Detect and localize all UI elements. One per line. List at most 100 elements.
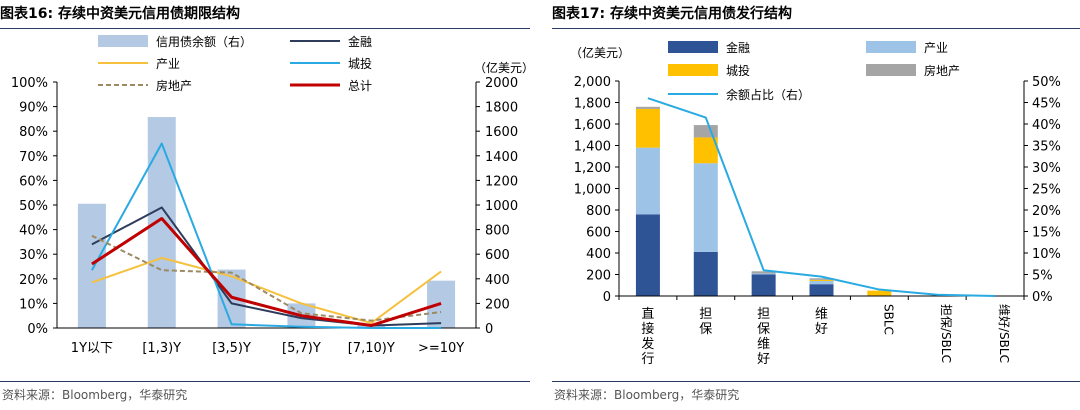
x-tick-label: >=10Y xyxy=(418,341,464,356)
right-y-tick-label: 10% xyxy=(1032,247,1061,262)
left-y-tick-label: 10% xyxy=(19,297,48,312)
stack-stack_industry xyxy=(635,147,660,215)
stack-stack_industry xyxy=(693,163,718,252)
x-tick-label: 担保/SBLC xyxy=(939,304,953,363)
left-y-tick-label: 0% xyxy=(27,322,48,337)
left-y-tick-label: 50% xyxy=(19,199,48,214)
stack-stack_realestate xyxy=(693,125,718,138)
legend-label: 金融 xyxy=(348,34,372,49)
left-y-tick-label: 0 xyxy=(603,290,611,305)
stack-stack_industry xyxy=(751,273,776,275)
left-y-tick-label: 800 xyxy=(586,204,611,219)
left-y-tick-label: 2,000 xyxy=(574,75,611,90)
figure-17-title: 图表17: 存续中资美元信用债发行结构 xyxy=(552,6,792,22)
x-tick-label: [7,10)Y xyxy=(348,341,395,356)
line-industry xyxy=(91,256,442,325)
x-tick-label: [5,7)Y xyxy=(282,341,321,356)
share-line xyxy=(647,97,996,297)
legend-label: 信用债余额（右） xyxy=(156,34,252,49)
stack-stack_finance xyxy=(693,251,718,296)
legend-swatch xyxy=(866,64,916,76)
stack-stack_finance xyxy=(635,214,660,296)
right-y-tick-label: 0 xyxy=(485,322,493,337)
right-y-tick-label: 50% xyxy=(1032,75,1061,90)
left-y-tick-label: 20% xyxy=(19,273,48,288)
left-y-tick-label: 1,600 xyxy=(574,118,611,133)
right-y-tick-label: 600 xyxy=(485,248,510,263)
title-rule xyxy=(552,0,1080,29)
legend-label: 余额占比（右） xyxy=(726,87,810,102)
source-note: 资料来源：Bloomberg，华泰研究 xyxy=(554,388,740,402)
right-y-tick-label: 20% xyxy=(1032,204,1061,219)
right-y-tick-label: 5% xyxy=(1032,269,1053,284)
right-y-tick-label: 45% xyxy=(1032,97,1061,112)
issuance-structure-chart: 0 200 400 600 800 1,000 1,200 1,400 1,600 1,800 2,… xyxy=(570,40,1061,367)
x-tick-label: 1Y以下 xyxy=(71,341,113,356)
source-rule xyxy=(552,381,1080,382)
x-tick-label: 维好 xyxy=(815,307,828,337)
legend-label: 总计 xyxy=(348,79,372,93)
x-tick-label: [1,3)Y xyxy=(142,341,181,356)
right-y-tick-label: 2000 xyxy=(485,76,518,91)
left-y-tick-label: 1,800 xyxy=(574,97,611,112)
x-tick-label: 维好/SBLC xyxy=(997,304,1011,363)
right-y-tick-label: 1400 xyxy=(485,150,518,165)
legend-label: 产业 xyxy=(924,41,948,55)
balance-bar xyxy=(77,203,106,328)
legend-label: 金融 xyxy=(726,40,750,55)
right-y-tick-label: 800 xyxy=(485,224,510,239)
stack-stack_realestate xyxy=(809,278,834,280)
line-finance xyxy=(91,206,442,327)
right-y-tick-label: 1800 xyxy=(485,101,518,116)
stack-stack_realestate xyxy=(635,106,660,109)
right-y-tick-label: 1600 xyxy=(485,125,518,140)
legend-swatch xyxy=(866,41,916,53)
right-y-tick-label: 1200 xyxy=(485,174,518,189)
left-panel: 图表16: 存续中资美元信用债期限结构 0% 10% 20% 30% 40% 50% 60%… xyxy=(0,0,530,410)
right-y-tick-label: 0% xyxy=(1032,290,1053,305)
left-axis-unit: （亿美元） xyxy=(570,45,630,60)
legend-swatch xyxy=(98,35,148,47)
left-y-tick-label: 1,400 xyxy=(574,140,611,155)
title-rule xyxy=(0,0,530,29)
stack-stack_chengtou xyxy=(809,279,834,281)
maturity-structure-chart: 0% 10% 20% 30% 40% 50% 60% 70% 80% 90% 100% 0 200 400… xyxy=(11,34,530,356)
x-tick-label: SBLC xyxy=(881,304,895,335)
left-y-tick-label: 70% xyxy=(19,150,48,165)
right-panel: 图表17: 存续中资美元信用债发行结构 0 200 400 600 800 1,000 1,… xyxy=(552,0,1080,410)
right-y-tick-label: 15% xyxy=(1032,226,1061,241)
source-note: 资料来源：Bloomberg，华泰研究 xyxy=(2,388,188,402)
legend-label: 产业 xyxy=(156,57,180,71)
right-y-tick-label: 400 xyxy=(485,273,510,288)
source-rule xyxy=(0,381,530,382)
x-tick-label: 担保维好 xyxy=(757,307,770,367)
stack-stack_chengtou xyxy=(693,137,718,164)
left-y-tick-label: 400 xyxy=(586,247,611,262)
legend-label: 房地产 xyxy=(156,78,192,93)
legend-swatch xyxy=(668,64,718,76)
right-y-tick-label: 1000 xyxy=(485,199,518,214)
legend-label: 房地产 xyxy=(924,63,960,78)
figure-16-title: 图表16: 存续中资美元信用债期限结构 xyxy=(0,6,240,22)
right-y-tick-label: 30% xyxy=(1032,161,1061,176)
right-y-tick-label: 200 xyxy=(485,297,510,312)
left-y-tick-label: 200 xyxy=(586,269,611,284)
line-chengtou xyxy=(91,142,442,329)
left-y-tick-label: 100% xyxy=(11,76,48,91)
stack-stack_finance xyxy=(809,284,834,296)
right-y-tick-label: 40% xyxy=(1032,118,1061,133)
stack-stack_realestate xyxy=(751,271,776,274)
legend-label: 城投 xyxy=(726,63,750,78)
left-y-tick-label: 30% xyxy=(19,248,48,263)
x-tick-label: 直接发行 xyxy=(641,307,654,367)
right-axis-unit: （亿美元） xyxy=(474,60,530,75)
right-y-tick-label: 25% xyxy=(1032,183,1061,198)
stack-stack_finance xyxy=(751,274,776,296)
left-y-tick-label: 1,200 xyxy=(574,161,611,176)
left-y-tick-label: 1,000 xyxy=(574,183,611,198)
line-realestate xyxy=(91,234,442,322)
legend-label: 城投 xyxy=(348,56,372,71)
x-tick-label: 担保 xyxy=(699,307,712,337)
left-y-tick-label: 80% xyxy=(19,125,48,140)
left-y-tick-label: 600 xyxy=(586,226,611,241)
